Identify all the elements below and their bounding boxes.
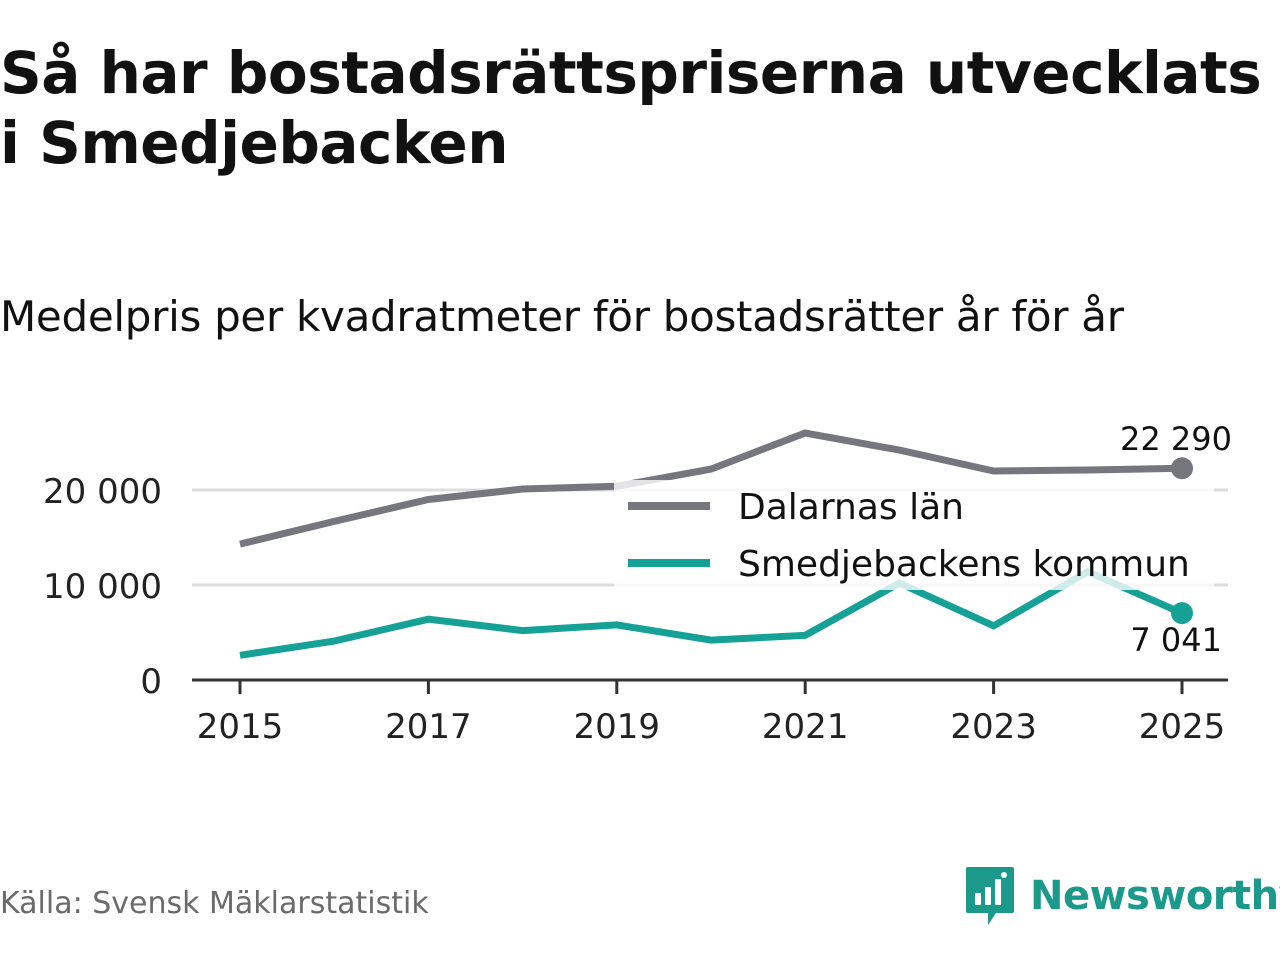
x-tick-label: 2019 <box>574 707 661 747</box>
series-line-1 <box>239 567 1184 659</box>
end-label-smedjebacken: 7 041 <box>1130 621 1222 659</box>
series-line-0 <box>239 429 1183 548</box>
legend-label: Smedjebackens kommun <box>738 544 1190 585</box>
end-label-dalarna: 22 290 <box>1120 420 1232 458</box>
y-tick-label: 10 000 <box>43 567 162 607</box>
newsworthy-logo[interactable]: Newsworthy <box>964 864 1280 928</box>
x-tick-label: 2015 <box>197 707 284 747</box>
brand-name: Newsworthy <box>1030 873 1280 919</box>
end-point-0 <box>1171 457 1193 480</box>
legend-background <box>614 480 1214 590</box>
x-tick-label: 2021 <box>762 707 849 747</box>
end-point-1 <box>1171 602 1193 625</box>
x-tick-label: 2023 <box>950 707 1037 747</box>
x-tick-label: 2025 <box>1139 707 1226 747</box>
legend-label: Dalarnas län <box>738 487 964 528</box>
legend: Dalarnas län Smedjebackens kommun <box>614 480 1214 590</box>
bar-chart-speech-bubble-icon <box>966 867 1014 925</box>
y-axis-tick-labels: 0 10 000 20 000 <box>43 472 162 702</box>
chart-subtitle: Medelpris per kvadratmeter för bostadsrä… <box>0 292 1124 341</box>
series-lines <box>239 429 1193 659</box>
x-tick-label: 2017 <box>385 707 472 747</box>
y-tick-label: 0 <box>140 662 162 702</box>
end-labels: 22 290 7 041 <box>1120 420 1232 659</box>
y-tick-label: 20 000 <box>43 472 162 512</box>
chart-title: Så har bostadsrättspriserna utvecklats i… <box>0 39 1262 177</box>
source-note: Källa: Svensk Mäklarstatistik <box>0 886 429 921</box>
x-axis: 2015 2017 2019 2021 2023 2025 <box>192 678 1228 747</box>
